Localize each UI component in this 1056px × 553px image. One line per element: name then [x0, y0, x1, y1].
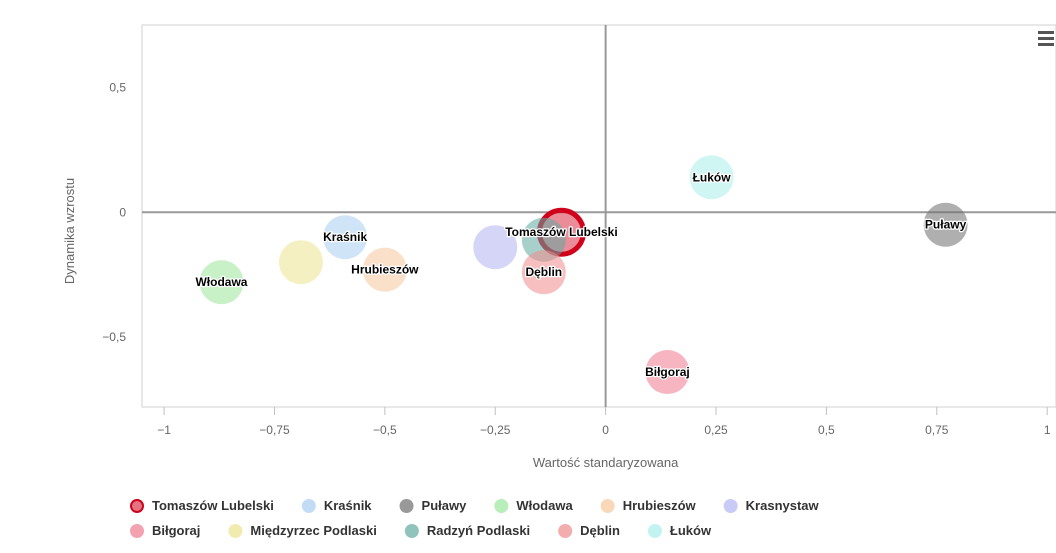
legend-item-pulawy[interactable]: Puławy — [399, 498, 468, 513]
bubble-pulawy[interactable] — [923, 202, 968, 247]
legend-marker — [600, 499, 615, 513]
legend-item-bilgoraj[interactable]: Biłgoraj — [130, 523, 200, 538]
x-axis-title: Wartość standaryzowana — [533, 455, 679, 470]
bubble-label-krasnik: Kraśnik — [323, 230, 367, 244]
bubble-krasnik[interactable] — [323, 215, 368, 260]
legend-marker — [494, 499, 509, 513]
bubble-lukow[interactable] — [689, 155, 734, 200]
bubble-label-tomaszow-lubelski: Tomaszów Lubelski — [505, 225, 617, 239]
legend-label: Biłgoraj — [152, 523, 200, 538]
legend-label: Włodawa — [516, 498, 573, 513]
legend-marker — [130, 524, 144, 538]
legend-label: Puławy — [422, 498, 468, 513]
bubble-deblin[interactable] — [521, 250, 566, 295]
legend-marker — [647, 524, 662, 538]
bubble-hrubieszow[interactable] — [362, 247, 407, 292]
x-tick-label: 0,5 — [818, 423, 835, 437]
legend-marker — [399, 499, 414, 513]
x-tick-label: −0,75 — [259, 423, 290, 437]
bubble-label-wlodawa: Włodawa — [195, 275, 247, 289]
y-tick-label: −0,5 — [102, 330, 126, 344]
legend-label: Międzyrzec Podlaski — [250, 523, 376, 538]
y-axis-title: Dynamika wzrostu — [62, 178, 77, 284]
legend-item-hrubieszow[interactable]: Hrubieszów — [600, 498, 697, 513]
y-tick-label: 0 — [119, 205, 126, 219]
legend-marker — [723, 499, 738, 513]
y-tick-label: 0,5 — [109, 80, 126, 94]
legend-label: Kraśnik — [324, 498, 372, 513]
legend-item-krasnystaw[interactable]: Krasnystaw — [723, 498, 820, 513]
x-tick-label: 1 — [1044, 423, 1051, 437]
legend-label: Dęblin — [580, 523, 620, 538]
legend-item-lukow[interactable]: Łuków — [647, 523, 712, 538]
legend-marker — [558, 524, 573, 538]
legend-label: Hrubieszów — [623, 498, 697, 513]
bubble-label-deblin: Dęblin — [525, 265, 562, 279]
legend-item-wlodawa[interactable]: Włodawa — [494, 498, 573, 513]
legend-marker — [228, 524, 243, 538]
bubble-radzyn-podlaski[interactable] — [521, 217, 566, 262]
bubble-label-lukow: Łuków — [693, 170, 732, 184]
legend-item-krasnik[interactable]: Kraśnik — [301, 498, 372, 513]
legend-label: Tomaszów Lubelski — [152, 498, 274, 513]
bubble-miedzyrzec-podlaski[interactable] — [278, 240, 323, 285]
legend-item-tomaszow-lubelski[interactable]: Tomaszów Lubelski — [130, 498, 274, 513]
x-tick-label: 0 — [602, 423, 609, 437]
plot-border — [141, 24, 1056, 408]
x-tick-label: 0,25 — [704, 423, 728, 437]
x-tick-label: −0,5 — [373, 423, 397, 437]
x-tick-label: −0,25 — [480, 423, 511, 437]
legend-item-miedzyrzec-podlaski[interactable]: Międzyrzec Podlaski — [228, 523, 377, 538]
legend-label: Radzyń Podlaski — [427, 523, 530, 538]
menu-icon[interactable] — [1036, 28, 1056, 50]
bubble-label-bilgoraj: Biłgoraj — [645, 365, 690, 379]
legend-item-radzyn-podlaski[interactable]: Radzyń Podlaski — [404, 523, 530, 538]
bubble-label-pulawy: Puławy — [925, 218, 967, 232]
legend-label: Łuków — [670, 523, 712, 538]
legend-marker — [301, 499, 316, 513]
x-tick-label: 0,75 — [925, 423, 949, 437]
bubble-krasnystaw[interactable] — [473, 225, 518, 270]
x-tick-label: −1 — [157, 423, 171, 437]
bubble-wlodawa[interactable] — [199, 260, 244, 305]
bubble-label-hrubieszow: Hrubieszów — [351, 263, 419, 277]
legend-label: Krasnystaw — [746, 498, 820, 513]
bubble-bilgoraj[interactable] — [645, 350, 690, 395]
legend-marker — [404, 524, 419, 538]
legend-item-deblin[interactable]: Dęblin — [558, 523, 620, 538]
legend-marker — [130, 499, 144, 513]
